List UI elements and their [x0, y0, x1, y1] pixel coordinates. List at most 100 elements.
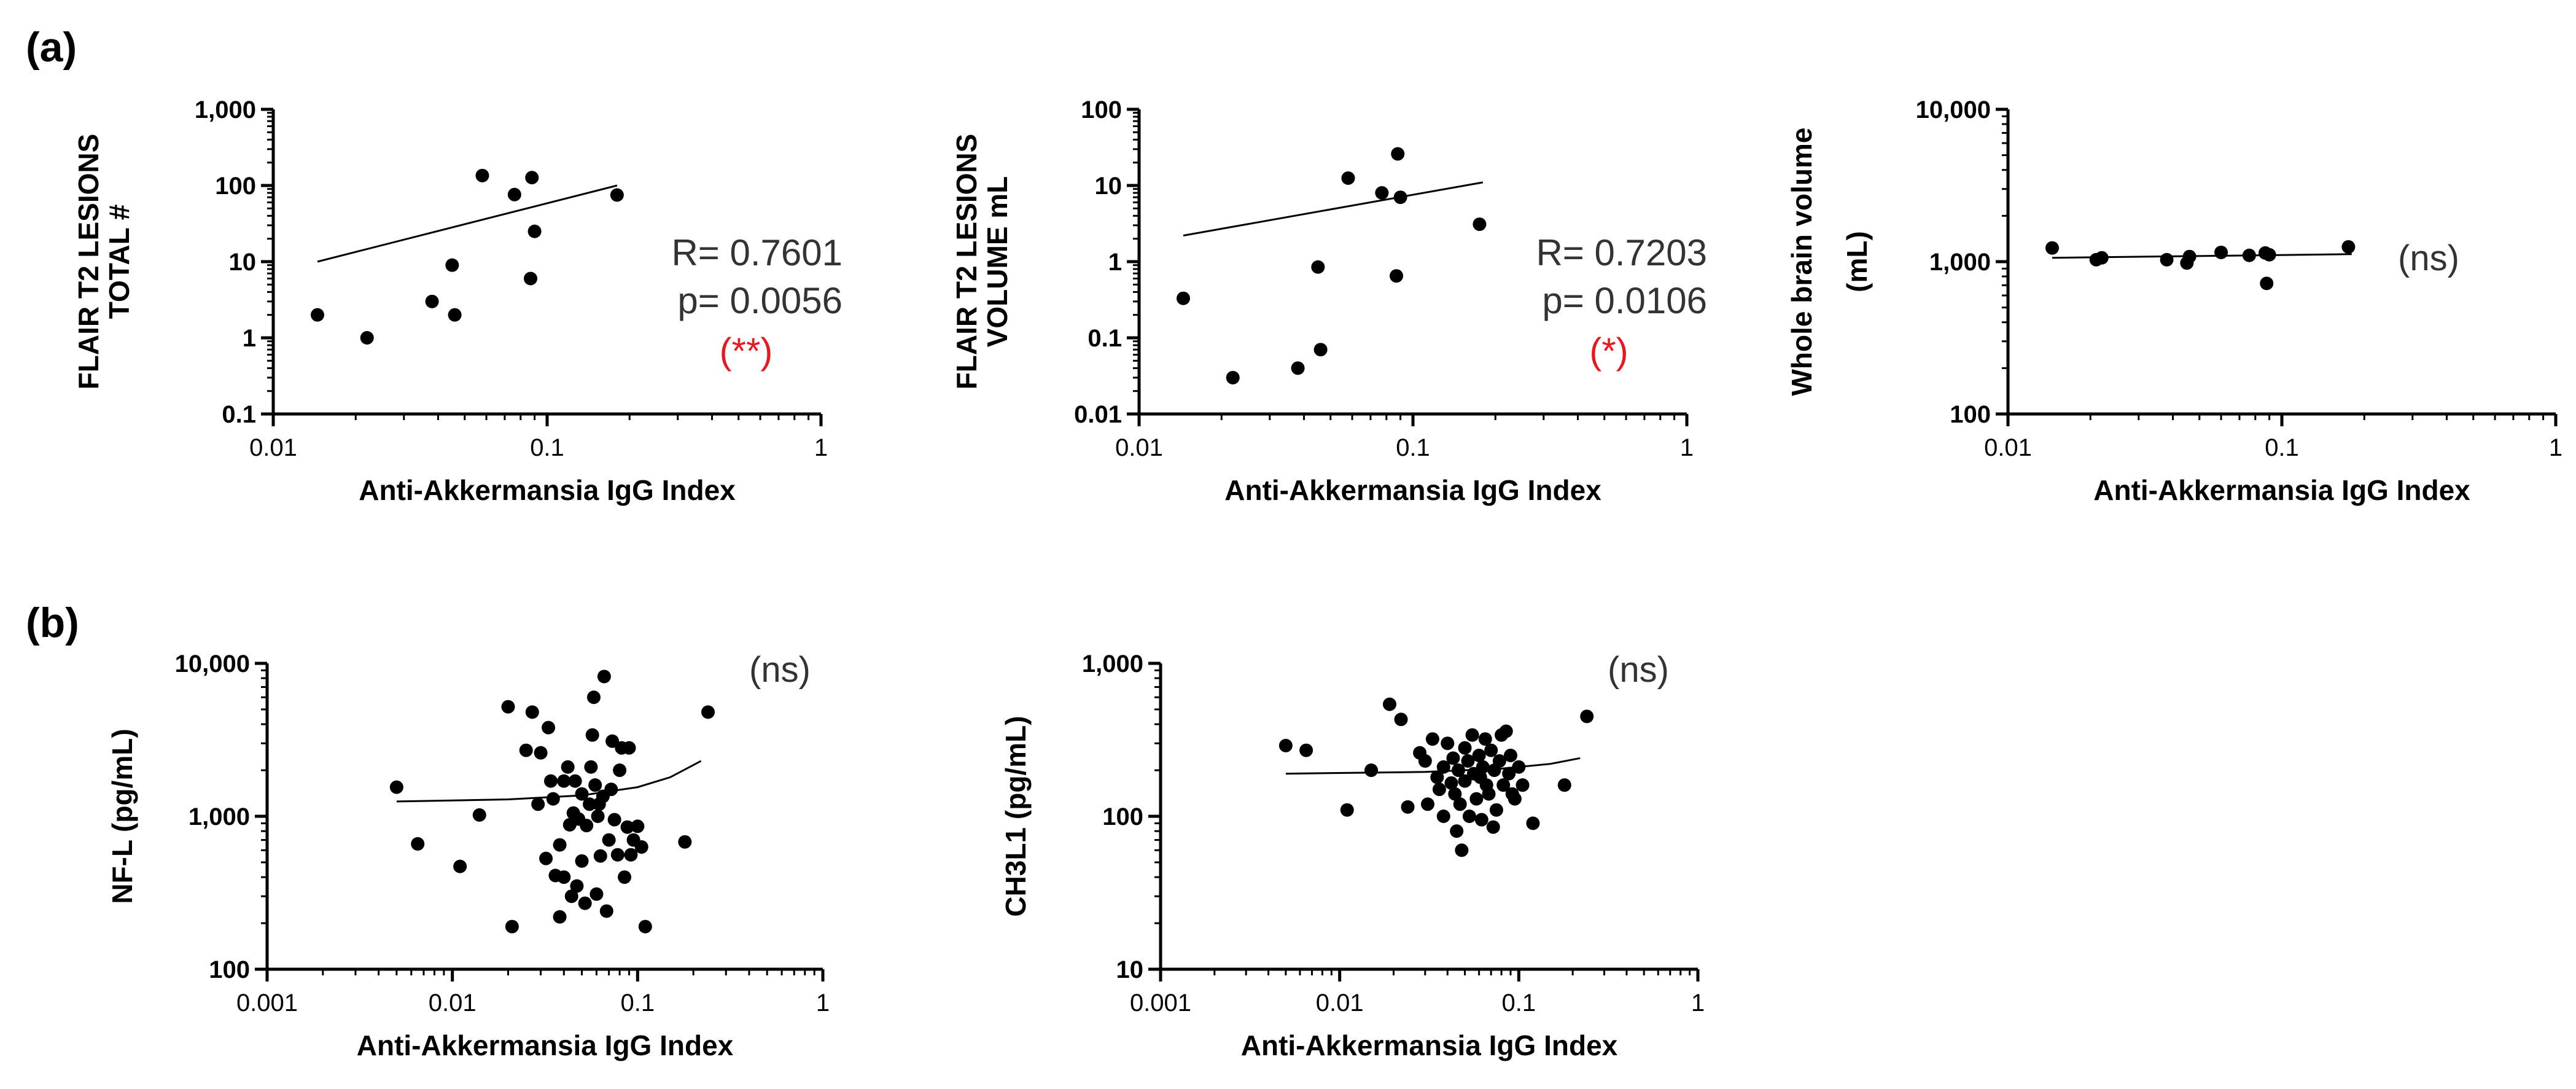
data-point — [575, 854, 589, 868]
y-axis-label: (mL) — [1841, 231, 1873, 292]
data-point — [525, 705, 539, 719]
data-point — [534, 746, 548, 760]
x-tick-label: 0.001 — [1130, 989, 1191, 1017]
data-point — [1382, 697, 1396, 711]
data-point — [1478, 732, 1492, 746]
data-point — [1401, 800, 1415, 814]
data-point — [411, 837, 425, 851]
p-value: p= 0.0106 — [1542, 280, 1707, 321]
significance-label: (**) — [720, 330, 773, 372]
x-axis-label: Anti-Akkermansia IgG Index — [1224, 474, 1601, 506]
x-axis-label: Anti-Akkermansia IgG Index — [1241, 1029, 1618, 1061]
data-point — [2182, 249, 2197, 263]
ns-label: (ns) — [749, 650, 811, 690]
data-point — [425, 294, 439, 308]
data-point — [553, 910, 567, 924]
data-point — [590, 887, 604, 901]
data-point — [472, 808, 486, 822]
ns-label: (ns) — [1608, 650, 1669, 690]
data-point — [453, 859, 467, 873]
data-point — [310, 308, 324, 322]
data-point — [578, 896, 592, 910]
data-point — [1508, 792, 1522, 806]
data-point — [1340, 803, 1354, 817]
y-tick-label: 100 — [209, 956, 250, 983]
data-point — [1473, 217, 1487, 232]
y-axis-label: FLAIR T2 LESIONS — [951, 134, 983, 390]
data-point — [701, 705, 715, 719]
y-tick-label: 1,000 — [1082, 650, 1143, 677]
significance-label: (*) — [1589, 330, 1628, 372]
p-value: p= 0.0056 — [677, 280, 842, 321]
data-point — [1391, 147, 1405, 161]
y-axis-label: Whole brain volume — [1786, 127, 1818, 396]
data-point — [580, 819, 594, 833]
data-point — [1580, 709, 1594, 724]
data-point — [360, 331, 374, 345]
data-point — [620, 820, 634, 834]
data-point — [1465, 728, 1479, 742]
data-point — [1420, 797, 1434, 811]
x-tick-label: 0.01 — [1115, 434, 1163, 461]
data-point — [602, 833, 616, 847]
data-point — [599, 904, 613, 918]
chart-a2: 0.01 0.1 1 0.01 0.1 1 10 100 Anti-Akkermansia Ig… — [951, 96, 1707, 506]
data-point — [1486, 820, 1500, 834]
data-point — [1476, 760, 1490, 774]
data-point — [1557, 778, 1571, 792]
panel-label-b: (b) — [26, 599, 79, 646]
data-point — [542, 720, 556, 735]
data-point — [1469, 792, 1484, 806]
x-tick-label: 0.1 — [2265, 434, 2299, 461]
data-point — [1503, 748, 1517, 762]
x-tick-label: 0.1 — [621, 989, 655, 1017]
data-point — [1436, 760, 1450, 774]
fit-line — [1285, 757, 1581, 775]
data-point — [610, 848, 625, 862]
data-point — [1390, 269, 1404, 283]
data-point — [593, 849, 607, 863]
y-axis-label: TOTAL # — [103, 205, 135, 319]
data-point — [568, 774, 582, 788]
data-point — [605, 734, 620, 748]
data-point — [613, 763, 627, 778]
y-tick-label: 100 — [215, 173, 256, 200]
data-point — [561, 760, 575, 774]
y-axis-label: FLAIR T2 LESIONS — [72, 134, 104, 390]
data-point — [507, 187, 521, 201]
data-point — [634, 840, 648, 854]
data-point — [2045, 241, 2059, 255]
data-point — [1512, 760, 1526, 774]
data-point — [1364, 763, 1379, 778]
data-point — [1458, 774, 1472, 788]
data-point — [1492, 754, 1506, 768]
data-point — [1393, 190, 1407, 205]
x-tick-label: 1 — [814, 434, 828, 461]
data-point — [604, 783, 618, 797]
data-point — [1526, 816, 1540, 830]
data-point — [1496, 778, 1511, 792]
data-point — [638, 919, 652, 934]
data-point — [618, 870, 632, 884]
x-tick-label: 0.01 — [249, 434, 297, 461]
x-tick-label: 1 — [1691, 989, 1705, 1017]
data-point — [553, 838, 567, 852]
data-point — [1341, 171, 1355, 185]
data-point — [531, 797, 545, 811]
x-axis-label: Anti-Akkermansia IgG Index — [357, 1029, 734, 1061]
data-point — [2341, 240, 2356, 254]
y-axis-label: CH3L1 (pg/mL) — [1000, 716, 1032, 916]
data-point — [1394, 712, 1408, 727]
data-point — [1291, 361, 1305, 375]
data-point — [1448, 787, 1462, 801]
data-point — [1451, 763, 1465, 778]
x-tick-label: 0.1 — [1396, 434, 1430, 461]
y-tick-label: 1,000 — [1929, 249, 1991, 276]
data-point — [586, 690, 601, 705]
x-tick-label: 0.1 — [1502, 989, 1536, 1017]
data-point — [585, 728, 599, 742]
x-axis-label: Anti-Akkermansia IgG Index — [359, 474, 736, 506]
data-point — [597, 669, 611, 684]
data-point — [543, 774, 558, 788]
